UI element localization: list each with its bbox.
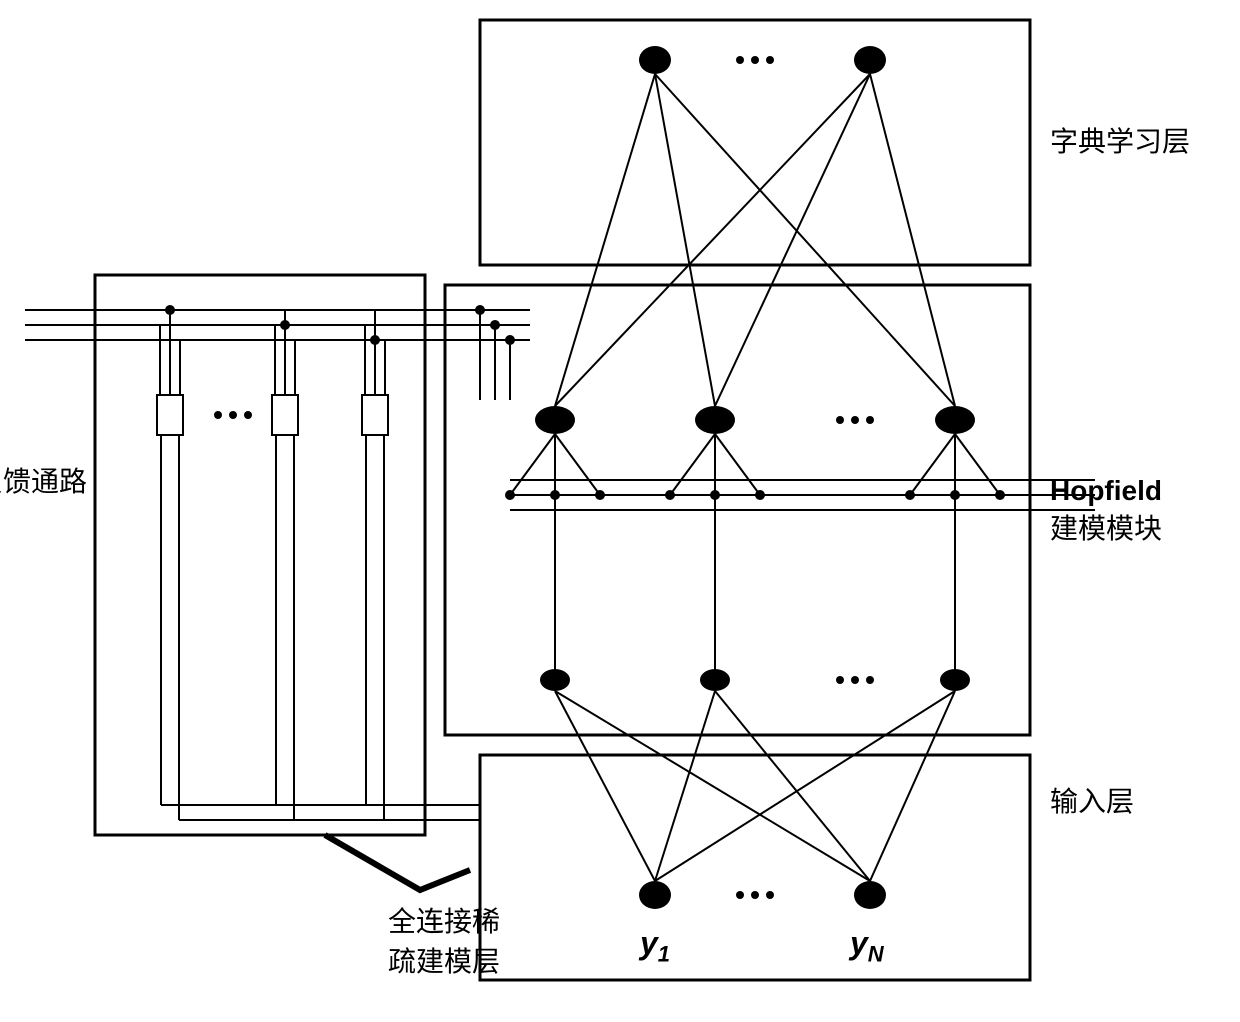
y1-label: y1	[640, 925, 670, 967]
feedback-label: 反馈通路	[0, 460, 87, 500]
input-layer-box	[480, 755, 1030, 980]
fc-sparse-label: 全连接稀 疏建模层	[388, 900, 500, 980]
input-layer-label: 输入层	[1050, 780, 1134, 820]
dict-layer-label: 字典学习层	[1050, 120, 1190, 160]
hopfield-label: Hopfield 建模模块	[1050, 475, 1162, 547]
diagram-container: 字典学习层 Hopfield 建模模块 输入层 反馈通路 全连接稀 疏建模层 y…	[0, 0, 1240, 1022]
yN-label: yN	[850, 925, 884, 967]
